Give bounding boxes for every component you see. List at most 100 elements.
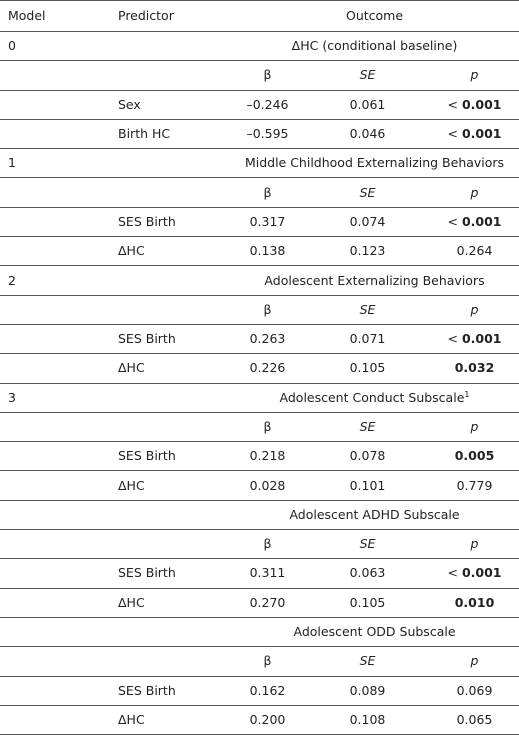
p-value: 0.001 bbox=[461, 126, 502, 142]
p-prefix: < bbox=[447, 331, 458, 347]
stat-header: SE bbox=[305, 60, 430, 91]
empty-cell bbox=[110, 177, 230, 208]
outcome-cell: Middle Childhood Externalizing Behaviors bbox=[230, 148, 519, 179]
stat-header: SE bbox=[305, 295, 430, 325]
empty-cell bbox=[110, 617, 230, 648]
beta-cell: 0.317 bbox=[230, 207, 305, 238]
empty-cell bbox=[0, 353, 110, 384]
outcome-text: Adolescent ADHD Subscale bbox=[289, 506, 460, 522]
beta-cell: –0.246 bbox=[230, 90, 305, 120]
empty-cell bbox=[0, 588, 110, 618]
predictor-cell: Birth HC bbox=[110, 119, 230, 150]
outcome-cell: Adolescent Externalizing Behaviors bbox=[230, 265, 519, 296]
empty-cell bbox=[0, 529, 110, 560]
stat-header-row: β SE p bbox=[0, 60, 519, 91]
beta-cell: 0.311 bbox=[230, 558, 305, 589]
outcome-cell: ΔHC (conditional baseline) bbox=[230, 31, 519, 62]
se-cell: 0.105 bbox=[305, 588, 430, 618]
beta-cell: 0.162 bbox=[230, 676, 305, 706]
stat-header: p bbox=[430, 529, 519, 560]
stat-header-row: β SE p bbox=[0, 529, 519, 560]
predictor-cell: ΔHC bbox=[110, 470, 230, 501]
p-value: 0.065 bbox=[456, 711, 493, 727]
p-value: 0.264 bbox=[456, 243, 493, 259]
empty-cell bbox=[0, 558, 110, 589]
p-prefix: < bbox=[447, 565, 458, 581]
predictor-cell: ΔHC bbox=[110, 705, 230, 736]
beta-cell: 0.270 bbox=[230, 588, 305, 618]
table-body: Model Predictor Outcome 0 ΔHC (conditiona… bbox=[0, 0, 519, 736]
stat-header-row: β SE p bbox=[0, 295, 519, 325]
p-prefix: < bbox=[447, 126, 458, 142]
section-row: 2 Adolescent Externalizing Behaviors bbox=[0, 265, 519, 296]
stat-header: p bbox=[430, 60, 519, 91]
empty-cell bbox=[110, 529, 230, 560]
se-cell: 0.108 bbox=[305, 705, 430, 736]
empty-cell bbox=[110, 60, 230, 91]
data-row: SES Birth 0.317 0.074 < 0.001 bbox=[0, 207, 519, 238]
empty-cell bbox=[0, 412, 110, 443]
p-value: 0.069 bbox=[456, 682, 493, 698]
header-cell: Outcome bbox=[230, 0, 519, 32]
se-cell: 0.089 bbox=[305, 676, 430, 706]
outcome-text: Adolescent Conduct Subscale bbox=[279, 389, 465, 405]
empty-cell bbox=[0, 177, 110, 208]
outcome-cell: Adolescent Conduct Subscale1 bbox=[230, 383, 519, 413]
p-value: 0.001 bbox=[461, 96, 502, 112]
footnote-mark: 1 bbox=[464, 389, 470, 399]
p-cell: 0.032 bbox=[430, 353, 519, 384]
predictor-cell: ΔHC bbox=[110, 353, 230, 384]
empty-cell bbox=[0, 207, 110, 238]
p-cell: 0.010 bbox=[430, 588, 519, 618]
empty-cell bbox=[0, 470, 110, 501]
predictor-cell: SES Birth bbox=[110, 324, 230, 355]
section-row: 3 Adolescent Conduct Subscale1 bbox=[0, 383, 519, 413]
stat-header: p bbox=[430, 412, 519, 443]
beta-cell: 0.218 bbox=[230, 441, 305, 472]
empty-cell bbox=[110, 646, 230, 677]
model-cell bbox=[0, 617, 110, 648]
empty-cell bbox=[0, 324, 110, 355]
beta-cell: 0.263 bbox=[230, 324, 305, 355]
empty-cell bbox=[110, 295, 230, 325]
data-row: ΔHC 0.200 0.108 0.065 bbox=[0, 705, 519, 736]
empty-cell bbox=[0, 60, 110, 91]
empty-cell bbox=[110, 383, 230, 413]
predictor-cell: SES Birth bbox=[110, 558, 230, 589]
data-row: ΔHC 0.028 0.101 0.779 bbox=[0, 470, 519, 501]
model-cell bbox=[0, 500, 110, 531]
empty-cell bbox=[110, 31, 230, 62]
p-cell: 0.065 bbox=[430, 705, 519, 736]
outcome-text: Adolescent Externalizing Behaviors bbox=[264, 272, 485, 288]
p-cell: < 0.001 bbox=[430, 324, 519, 355]
empty-cell bbox=[110, 412, 230, 443]
header-cell: Model bbox=[0, 0, 110, 32]
stat-header: β bbox=[230, 177, 305, 208]
outcome-text: Adolescent ODD Subscale bbox=[293, 624, 456, 640]
beta-cell: –0.595 bbox=[230, 119, 305, 150]
beta-cell: 0.028 bbox=[230, 470, 305, 501]
stat-header: SE bbox=[305, 529, 430, 560]
data-row: SES Birth 0.311 0.063 < 0.001 bbox=[0, 558, 519, 589]
stat-header-row: β SE p bbox=[0, 646, 519, 677]
stat-header: SE bbox=[305, 646, 430, 677]
data-row: ΔHC 0.226 0.105 0.032 bbox=[0, 353, 519, 384]
empty-cell bbox=[0, 441, 110, 472]
stat-header-row: β SE p bbox=[0, 177, 519, 208]
empty-cell bbox=[0, 676, 110, 706]
p-cell: < 0.001 bbox=[430, 119, 519, 150]
empty-cell bbox=[110, 148, 230, 179]
p-cell: 0.779 bbox=[430, 470, 519, 501]
p-value: 0.010 bbox=[454, 594, 495, 610]
p-value: 0.032 bbox=[454, 360, 495, 376]
predictor-cell: SES Birth bbox=[110, 207, 230, 238]
empty-cell bbox=[0, 705, 110, 736]
beta-cell: 0.138 bbox=[230, 236, 305, 267]
outcome-cell: Adolescent ADHD Subscale bbox=[230, 500, 519, 531]
p-cell: 0.069 bbox=[430, 676, 519, 706]
stat-header: β bbox=[230, 529, 305, 560]
beta-cell: 0.226 bbox=[230, 353, 305, 384]
se-cell: 0.046 bbox=[305, 119, 430, 150]
p-cell: 0.005 bbox=[430, 441, 519, 472]
